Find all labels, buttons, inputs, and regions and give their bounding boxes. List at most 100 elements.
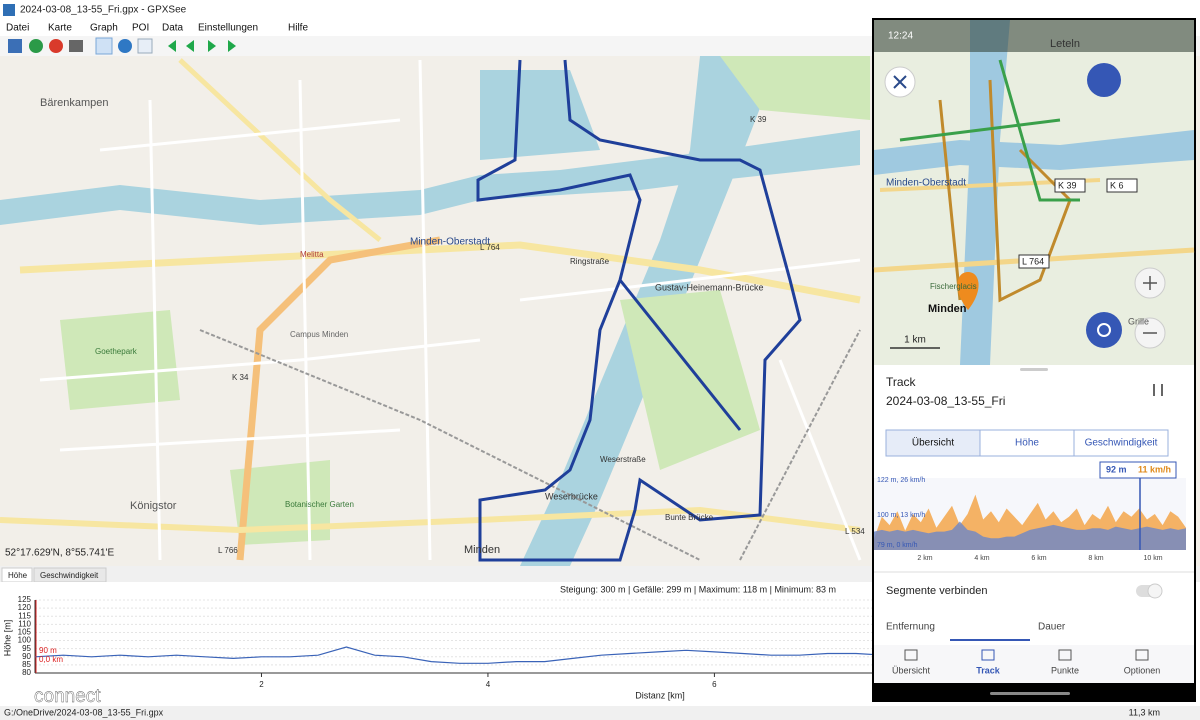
menu-item[interactable]: Datei (6, 23, 29, 34)
map-label: Königstor (130, 500, 177, 512)
map-label: L 766 (218, 546, 238, 555)
canal (0, 130, 860, 225)
phone-tab[interactable] (1073, 429, 1169, 457)
reload-button[interactable] (29, 39, 43, 53)
track (476, 59, 802, 562)
park (620, 290, 760, 470)
duration-label: Dauer (1038, 622, 1066, 633)
road-badge (1018, 254, 1050, 269)
phone-map-labels: Leteln Minden-Oberstadt K 39 K 6 L 764 Minden… (886, 38, 1149, 326)
map-label: Weserbrücke (545, 491, 598, 501)
phone-tab-label: Geschwindigkeit (1085, 438, 1158, 449)
map-label: Bärenkampen (40, 97, 109, 109)
y-tick-label: 90 (22, 652, 31, 661)
nav-icon[interactable] (1058, 649, 1072, 661)
phone-map-label: L 764 (1022, 256, 1044, 266)
map-label: Melitta (300, 250, 324, 259)
bottom-nav (874, 645, 1194, 683)
tab-label: Geschwindigkeit (40, 571, 99, 580)
position-pin (957, 272, 979, 310)
next-button[interactable] (208, 40, 216, 52)
menu-item[interactable]: Einstellungen (198, 23, 258, 34)
menu-item[interactable]: Data (162, 23, 184, 34)
tabs: Höhe Geschwindigkeit (1, 567, 107, 583)
phone-status-bar (874, 20, 1194, 52)
last-button[interactable] (228, 40, 236, 52)
park (720, 56, 870, 120)
locate-button[interactable] (1086, 312, 1122, 348)
total-distance: 11,3 km (1129, 707, 1160, 717)
menu-item[interactable]: Graph (90, 23, 118, 34)
menu-item[interactable]: POI (132, 23, 149, 34)
phone: 12:24 Leteln Minden-Oberstadt K 39 K 6 L 764… (872, 18, 1196, 702)
y-tick-label: 125 (18, 595, 32, 604)
graph-button[interactable] (137, 38, 153, 54)
map-label: Goethepark (95, 347, 138, 356)
plus-icon (1143, 276, 1157, 290)
menu-item[interactable]: Karte (48, 23, 72, 34)
toolbar-icons (8, 37, 236, 55)
y-tick-label: 120 (18, 603, 32, 612)
y-tick-label: 105 (18, 628, 32, 637)
phone-tabs: Übersicht Höhe Geschwindigkeit (885, 429, 1169, 457)
cursor-speed: 11 km/h (1138, 464, 1171, 474)
y-tick-label: 100 (18, 636, 32, 645)
phone-map-label: Leteln (1050, 38, 1080, 50)
open-button[interactable] (8, 39, 22, 53)
window-title: 2024-03-08_13-55_Fri.gpx - GPXSee (20, 5, 187, 16)
phone-x-tick: 10 km (1143, 555, 1162, 562)
distance-label: Entfernung (886, 622, 935, 633)
globe-button[interactable] (118, 39, 132, 53)
nav-icon[interactable] (904, 649, 918, 661)
phone-map-label: Minden-Oberstadt (886, 178, 966, 189)
y-tick-label: 115 (18, 611, 31, 620)
x-tick-label: 4 (486, 680, 491, 689)
map-label: K 34 (232, 373, 249, 382)
nav-label: Optionen (1124, 665, 1161, 675)
swap-icon[interactable] (1153, 384, 1163, 396)
status-bar (0, 706, 1200, 720)
toggle-label: Segmente verbinden (886, 585, 988, 597)
x-tick-label: 2 (259, 680, 264, 689)
phone-routes (899, 59, 1080, 202)
road (178, 58, 382, 242)
title-bar (0, 0, 1200, 20)
menu-item[interactable]: Hilfe (288, 23, 308, 34)
map-button[interactable] (95, 37, 113, 55)
nav-items: Übersicht Track Punkte Optionen (892, 649, 1161, 675)
nav-label: Track (976, 665, 1001, 675)
phone-x-tick: 4 km (974, 555, 989, 562)
compass-button[interactable] (1087, 63, 1121, 97)
nav-icon[interactable] (1135, 649, 1149, 661)
map-label: Bunte Brücke (665, 513, 714, 522)
close-button[interactable] (49, 39, 63, 53)
road (19, 241, 861, 304)
drag-handle[interactable] (1020, 368, 1048, 371)
phone-tab[interactable] (885, 429, 981, 457)
x-axis-label: Distanz [km] (635, 690, 685, 700)
phone-time: 12:24 (888, 31, 913, 42)
y-tick-label: 80 (22, 668, 31, 677)
phone-map-label: Fischerglacis (930, 282, 977, 291)
print-button[interactable] (69, 40, 83, 52)
prev-button[interactable] (186, 40, 194, 52)
coordinates: 52°17.629'N, 8°55.741'E (5, 548, 114, 559)
home-indicator (990, 692, 1070, 695)
cursor-box (1099, 461, 1177, 479)
toggle-knob (1147, 583, 1163, 599)
phone-tab-label: Höhe (1015, 438, 1039, 449)
road-badge (1054, 178, 1086, 193)
phone-map-label: K 6 (1110, 180, 1124, 190)
streets (39, 59, 862, 561)
map-label: L 534 (845, 527, 865, 536)
nav-icon[interactable] (981, 649, 995, 661)
marker-distance: 0,0 km (39, 655, 63, 664)
track-name: 2024-03-08_13-55_Fri (886, 394, 1005, 408)
map-label: Ringstraße (570, 257, 610, 266)
railway (199, 329, 861, 561)
nav-label: Punkte (1051, 665, 1079, 675)
first-button[interactable] (168, 40, 176, 52)
phone-tab[interactable] (979, 429, 1075, 457)
